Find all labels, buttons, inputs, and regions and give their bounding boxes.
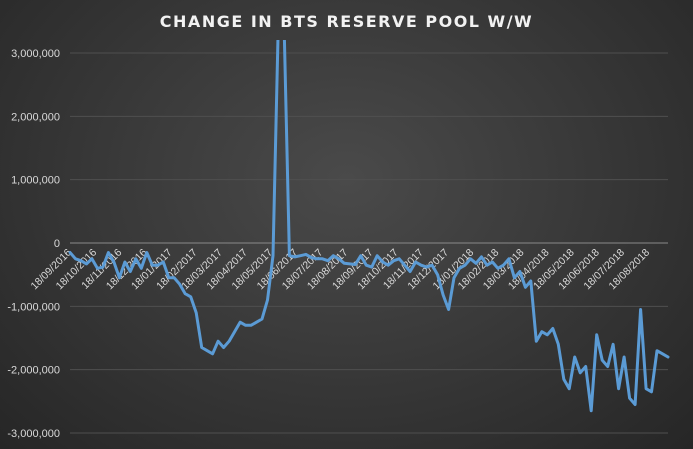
series-group	[68, 40, 670, 413]
y-tick-label: 0	[54, 238, 60, 250]
y-axis-labels: 3,000,000 2,000,000 1,000,000 0 -1,000,000 -2…	[7, 48, 60, 440]
y-tick-label: -3,000,000	[7, 428, 60, 440]
y-tick-label: 2,000,000	[11, 111, 60, 123]
y-tick-label: 3,000,000	[11, 48, 60, 60]
series-line	[68, 40, 670, 413]
y-tick-label: -2,000,000	[7, 365, 60, 377]
gridlines	[70, 52, 668, 434]
y-tick-label: 1,000,000	[11, 175, 60, 187]
y-tick-label: -1,000,000	[7, 301, 60, 313]
chart-title: CHANGE IN BTS RESERVE POOL W/W	[159, 12, 534, 31]
